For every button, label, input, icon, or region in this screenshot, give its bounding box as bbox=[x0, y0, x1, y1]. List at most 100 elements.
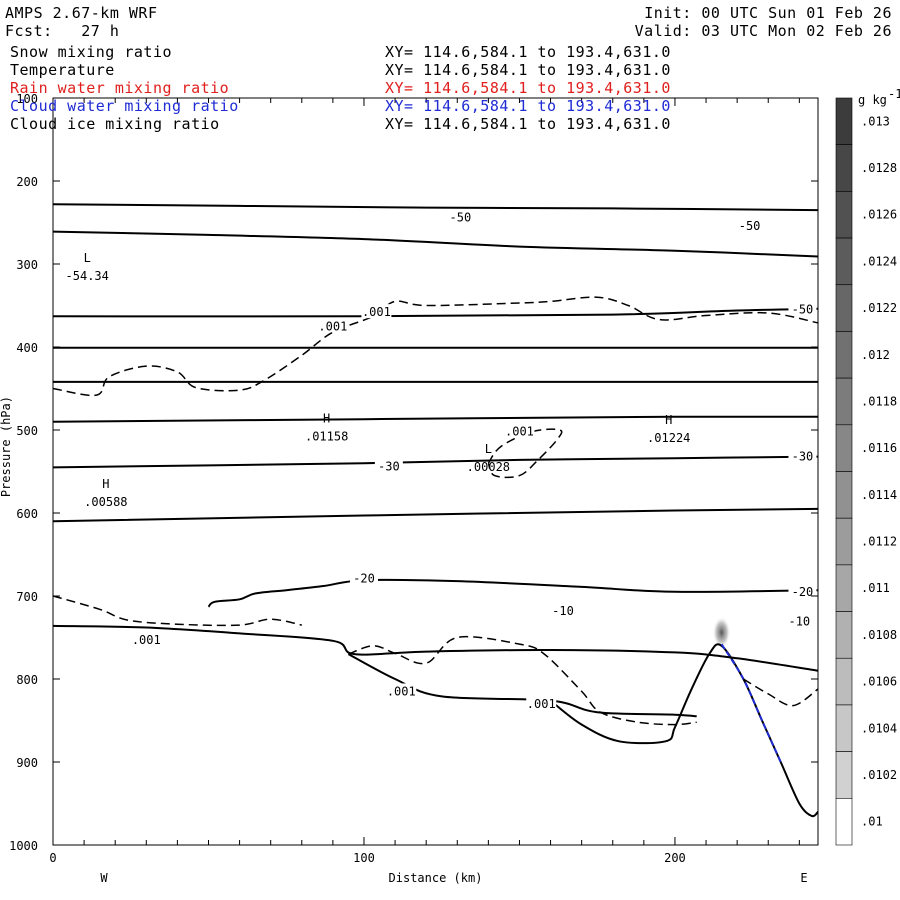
snow-contour-label: .001 bbox=[527, 697, 556, 711]
y-tick-label: 100 bbox=[16, 92, 38, 106]
isotherm-label: -50 bbox=[450, 211, 472, 225]
isotherm-label-bg bbox=[349, 570, 378, 585]
colorbar-label: .013 bbox=[861, 114, 890, 128]
field-temperature-xy: XY= 114.6,584.1 to 193.4,631.0 bbox=[385, 61, 671, 79]
colorbar-box bbox=[835, 751, 853, 799]
isotherm-label: -20 bbox=[792, 585, 814, 599]
isotherm-label: -10 bbox=[552, 604, 574, 618]
x-tick-label: 200 bbox=[664, 851, 686, 865]
colorbar-box bbox=[835, 424, 853, 472]
colorbar-box bbox=[835, 704, 853, 752]
isotherm-label-bg bbox=[374, 458, 403, 473]
axes: 100 200 300 400 500 600 700 800 900 1000 0 100 200 Di… bbox=[0, 92, 818, 885]
isotherm-label: -50 bbox=[739, 219, 761, 233]
snow-label-bg bbox=[504, 423, 535, 438]
isotherm-7 bbox=[52, 507, 819, 523]
field-cloud-ice-xy: XY= 114.6,584.1 to 193.4,631.0 bbox=[385, 115, 671, 133]
colorbar-label: .0102 bbox=[861, 768, 897, 782]
colorbar-label: .01 bbox=[861, 815, 883, 829]
isotherm-2 bbox=[52, 307, 819, 318]
colorbar-unit: g kg bbox=[858, 93, 887, 107]
extremum-symbol: L bbox=[485, 442, 492, 456]
isotherm-label: -10 bbox=[788, 615, 810, 629]
snow-label-bg bbox=[131, 631, 162, 646]
isotherm-1 bbox=[52, 230, 819, 258]
snow-contour-label: .001 bbox=[132, 633, 161, 647]
snow-contour-3 bbox=[348, 636, 697, 726]
snow-contour-2 bbox=[52, 595, 302, 627]
colorbar-box bbox=[835, 517, 853, 566]
colorbar-box bbox=[835, 377, 853, 426]
colorbar-box bbox=[835, 798, 853, 846]
colorbar-box bbox=[835, 331, 853, 379]
field-snow-name: Snow mixing ratio bbox=[10, 43, 173, 61]
isotherm-label-bg bbox=[788, 301, 817, 316]
isotherm-label-bg bbox=[735, 217, 764, 232]
snow-contours bbox=[52, 296, 819, 726]
colorbar-label: .0126 bbox=[861, 208, 897, 222]
colorbar-label: .0114 bbox=[861, 488, 897, 502]
colorbar-box bbox=[835, 471, 853, 519]
temperature-isotherms: -50 -50 -50 -30 -30 -20 -20 -10 -10 bbox=[52, 203, 819, 718]
isotherm-label: -30 bbox=[792, 450, 814, 464]
extremum-value: .00028 bbox=[467, 460, 510, 474]
y-tick-label: 500 bbox=[16, 424, 38, 438]
y-tick-label: 1000 bbox=[9, 839, 38, 853]
x-axis-label: Distance (km) bbox=[389, 871, 483, 885]
contour-labels: .001 .001 .001 .001 .001 .001 L -54.34 H .01158 H.… bbox=[66, 251, 691, 711]
snow-contour-1 bbox=[487, 428, 563, 479]
field-rain-xy: XY= 114.6,584.1 to 193.4,631.0 bbox=[385, 79, 671, 97]
isotherm-6 bbox=[52, 455, 819, 469]
terrain-fill bbox=[53, 645, 818, 845]
snow-contour-label: .001 bbox=[505, 425, 534, 439]
y-tick-label: 300 bbox=[16, 258, 38, 272]
colorbar-box bbox=[835, 97, 853, 145]
extremum-value: -54.34 bbox=[66, 269, 109, 283]
extremum-value: .01224 bbox=[647, 431, 690, 445]
extremum-symbol: H bbox=[323, 411, 330, 425]
colorbar-label: .0124 bbox=[861, 254, 897, 268]
isotherm-8 bbox=[207, 578, 819, 608]
snow-contour-label: .001 bbox=[362, 305, 391, 319]
y-tick-label: 900 bbox=[16, 756, 38, 770]
extremum-symbol: H bbox=[102, 477, 109, 491]
y-tick-label: 700 bbox=[16, 590, 38, 604]
extremum-symbol: L bbox=[84, 251, 91, 265]
snow-label-bg bbox=[317, 318, 348, 333]
snow-contour-4 bbox=[743, 678, 819, 707]
colorbar-box bbox=[835, 284, 853, 332]
y-tick-label: 400 bbox=[16, 341, 38, 355]
colorbar-label: .0118 bbox=[861, 394, 897, 408]
field-cloud-ice-name: Cloud ice mixing ratio bbox=[10, 115, 220, 133]
snow-label-bg bbox=[361, 304, 392, 319]
snow-contour-label: .001 bbox=[318, 319, 347, 333]
isotherm-label: -30 bbox=[378, 460, 400, 474]
field-snow-xy: XY= 114.6,584.1 to 193.4,631.0 bbox=[385, 43, 671, 61]
colorbar-box bbox=[835, 657, 853, 706]
isotherm-label-bg bbox=[785, 613, 814, 628]
isotherm-0 bbox=[52, 203, 819, 212]
extremum-value: .00588 bbox=[84, 495, 127, 509]
colorbar-label: .0106 bbox=[861, 675, 897, 689]
east-label: E bbox=[800, 871, 807, 885]
snow-contour-0 bbox=[52, 296, 819, 397]
y-tick-label: 600 bbox=[16, 507, 38, 521]
isotherm-9 bbox=[52, 624, 819, 672]
y-tick-label: 200 bbox=[16, 175, 38, 189]
field-rain-name: Rain water mixing ratio bbox=[10, 79, 230, 97]
colorbar-box bbox=[835, 144, 853, 192]
cloud-water-contour bbox=[720, 643, 782, 763]
x-tick-label: 100 bbox=[353, 851, 375, 865]
x-tick-label: 0 bbox=[49, 851, 56, 865]
model-title: AMPS 2.67-km WRF bbox=[5, 4, 158, 22]
terrain bbox=[53, 616, 819, 845]
y-tick-label: 800 bbox=[16, 673, 38, 687]
plot-frame bbox=[52, 97, 819, 846]
terrain-outline bbox=[549, 643, 819, 818]
forecast-hour: Fcst: 27 h bbox=[5, 22, 120, 40]
colorbar-box bbox=[835, 237, 853, 286]
colorbar: .013 .0128 .0126 .0124 .0122 .012 .0118 .0116 .0… bbox=[835, 87, 900, 846]
isotherm-5 bbox=[52, 415, 819, 423]
isotherm-label-bg bbox=[788, 448, 817, 463]
